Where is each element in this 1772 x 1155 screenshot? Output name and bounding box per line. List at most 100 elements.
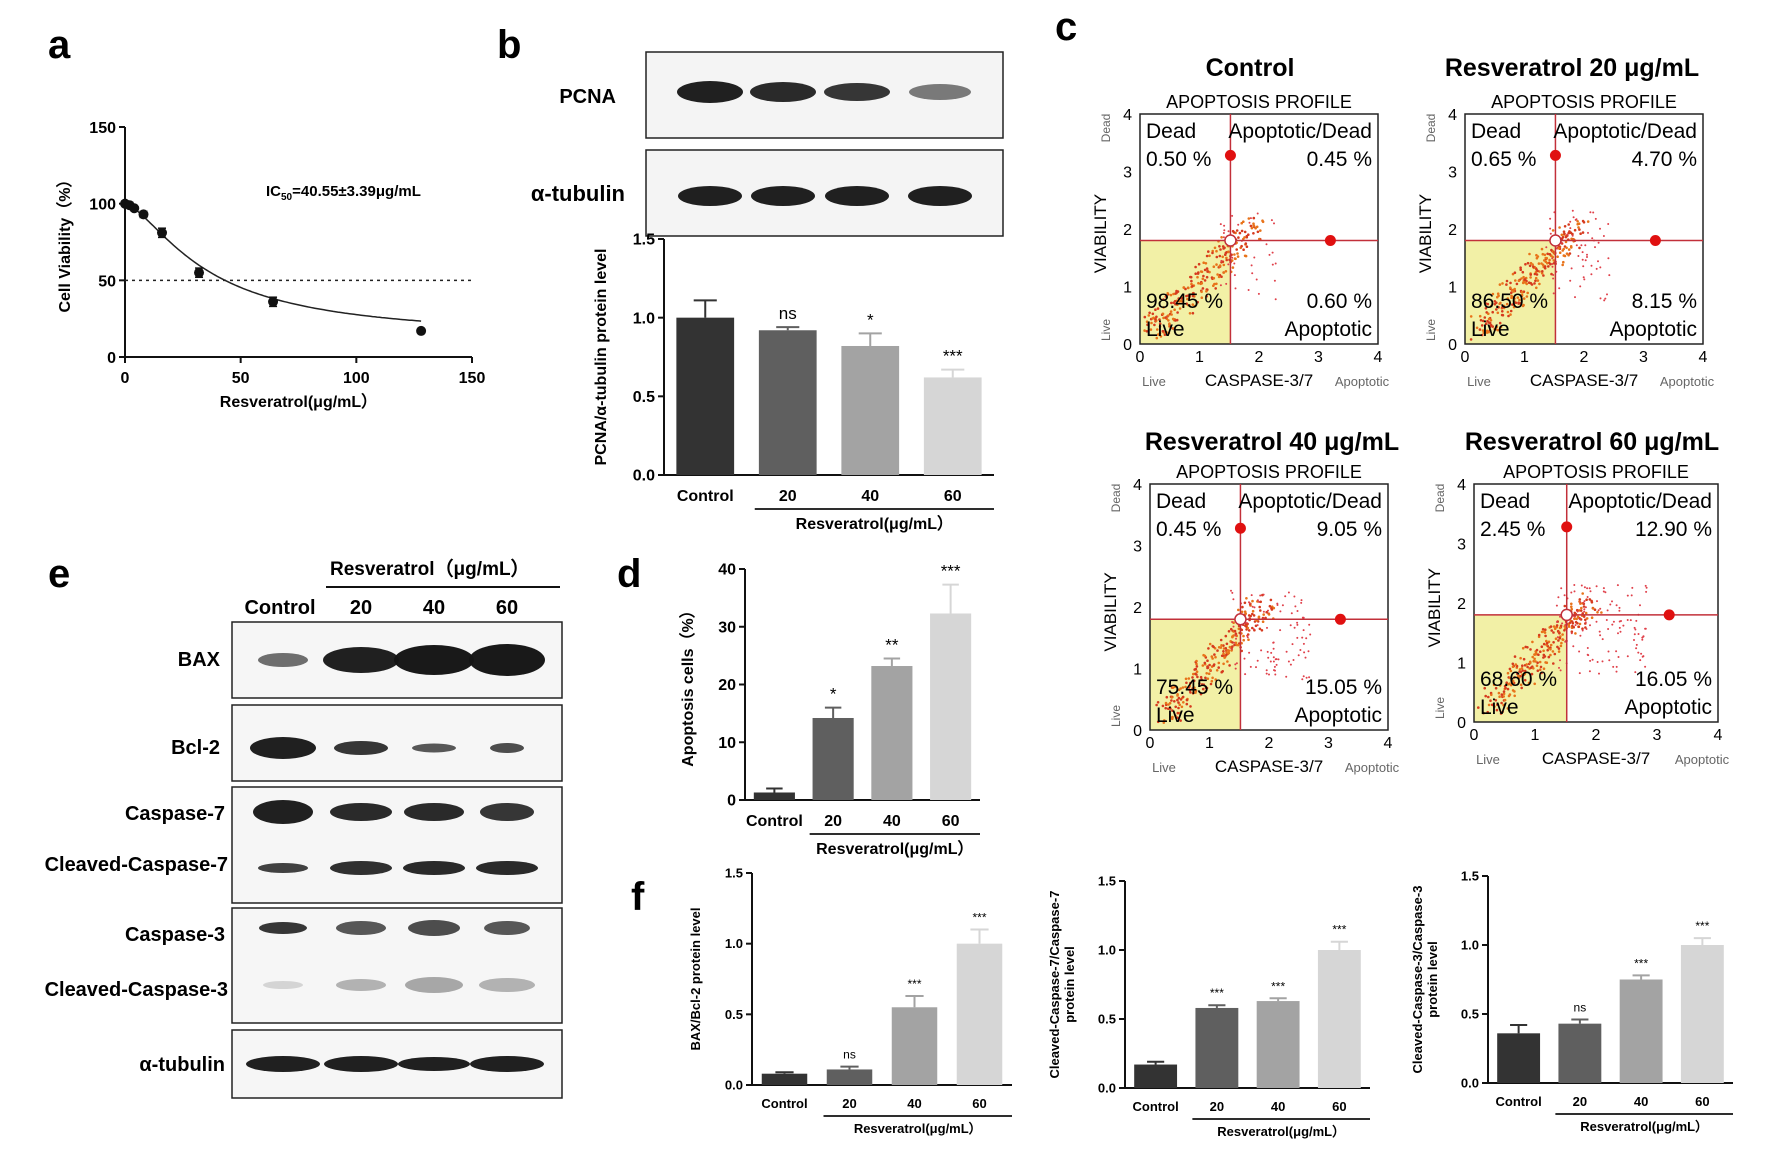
cell-event <box>1539 650 1542 653</box>
cell-event <box>1570 591 1573 594</box>
cell-event <box>1267 613 1271 616</box>
cell-event <box>1485 331 1489 334</box>
cell-event <box>1213 246 1217 250</box>
cell-event <box>1309 633 1312 636</box>
quadrant-apoptotic-dead-label: Apoptotic/Dead <box>1228 120 1372 143</box>
cell-event <box>1563 232 1566 236</box>
y-tick-label: 0.0 <box>1461 1076 1479 1091</box>
cell-event <box>1237 223 1240 226</box>
x-tick-label: 40 <box>1271 1099 1285 1114</box>
cell-event <box>1525 282 1528 286</box>
gate-handle <box>1561 521 1573 533</box>
quadrant-live-label: Live <box>1471 318 1510 341</box>
bar-20 <box>812 717 854 800</box>
gate-handle <box>1324 235 1336 246</box>
flow-plot-1: Resveratrol 20 μg/mL APOPTOSIS PROFILE Dea… <box>1416 54 1715 390</box>
cell-event <box>1551 263 1554 265</box>
y-tick-label: 1 <box>1133 662 1142 679</box>
significance-label: * <box>830 685 837 704</box>
cell-event <box>1274 658 1277 661</box>
cell-event <box>1205 294 1208 298</box>
cell-event <box>1518 298 1521 302</box>
cell-event <box>1508 667 1512 671</box>
gate-handle <box>1224 149 1236 161</box>
cell-event <box>1302 629 1305 632</box>
caspase7-band <box>404 803 464 821</box>
cell-event <box>1578 650 1581 653</box>
cell-event <box>1200 290 1203 294</box>
cell-event <box>1251 609 1255 613</box>
cell-event <box>1567 253 1570 257</box>
cell-event <box>1223 229 1226 232</box>
cell-event <box>1581 251 1584 254</box>
cell-event <box>1233 641 1236 644</box>
cell-event <box>1238 231 1242 235</box>
bax-band <box>469 644 545 676</box>
panel-f-ratio-charts: 0.0 0.5 1.0 1.5 Control ns 20 *** 40 *** 60 Resvera… <box>688 866 1733 1139</box>
x-tick-label: 100 <box>343 370 370 387</box>
cell-event <box>1219 248 1222 251</box>
y-axis-dead-label: Dead <box>1424 114 1438 143</box>
cell-event <box>1177 696 1181 700</box>
cell-event <box>1517 674 1520 678</box>
cell-event <box>1596 611 1599 614</box>
cell-event <box>1540 671 1543 675</box>
cell-event <box>1171 686 1175 689</box>
cell-event <box>1557 647 1561 650</box>
cell-event <box>1581 258 1584 261</box>
cell-event <box>1167 314 1170 317</box>
cell-event <box>1591 658 1594 661</box>
cell-event <box>1570 602 1573 606</box>
y-tick-label: 50 <box>98 273 116 290</box>
x-tick-label: 20 <box>1573 1094 1587 1109</box>
cell-event <box>1302 675 1305 678</box>
cell-event <box>1522 303 1525 307</box>
cell-event <box>1261 219 1264 222</box>
cell-event <box>1296 623 1299 626</box>
cell-event <box>1519 266 1522 270</box>
significance-label: *** <box>1332 923 1346 937</box>
cell-event <box>1615 650 1618 653</box>
cell-event <box>1602 235 1605 237</box>
significance-label: ns <box>1574 1001 1587 1015</box>
cell-event <box>1189 681 1192 685</box>
cell-event <box>1177 297 1180 300</box>
quadrant-apoptotic-label: Apoptotic <box>1284 318 1372 341</box>
cell-event <box>1586 653 1589 656</box>
cell-event <box>1187 677 1191 680</box>
cell-event <box>1221 255 1224 259</box>
cell-event <box>1225 642 1229 646</box>
quadrant-apoptotic-label: Apoptotic <box>1294 704 1382 727</box>
bax-band <box>258 653 308 667</box>
cell-event <box>1549 262 1552 266</box>
cell-event <box>1547 640 1551 644</box>
cell-event <box>1490 693 1493 697</box>
cell-event <box>1185 681 1188 685</box>
cell-event <box>1231 256 1234 259</box>
cell-event <box>1159 335 1163 338</box>
cell-event <box>1234 663 1237 666</box>
cell-event <box>1480 324 1484 327</box>
cell-event <box>1495 301 1498 305</box>
cell-event <box>1506 310 1510 314</box>
cell-event <box>1549 217 1552 220</box>
cell-event <box>1231 229 1235 233</box>
cell-event <box>1641 655 1644 658</box>
cell-event <box>1205 672 1208 675</box>
y-tick-label: 1.5 <box>725 866 743 881</box>
cell-event <box>1178 703 1181 707</box>
plot-frame <box>1149 483 1389 731</box>
cell-event <box>1597 241 1600 244</box>
cell-event <box>1233 257 1237 260</box>
cell-event <box>1154 318 1157 321</box>
cell-event <box>1189 705 1192 708</box>
cell-event <box>1572 216 1575 219</box>
cell-event <box>1552 277 1555 280</box>
cell-event <box>1560 641 1563 645</box>
cell-event <box>1259 609 1262 612</box>
cell-event <box>1155 315 1158 319</box>
cell-event <box>1161 329 1165 333</box>
cell-event <box>1170 696 1173 699</box>
cell-event <box>1143 315 1147 319</box>
cell-event <box>1569 279 1572 282</box>
